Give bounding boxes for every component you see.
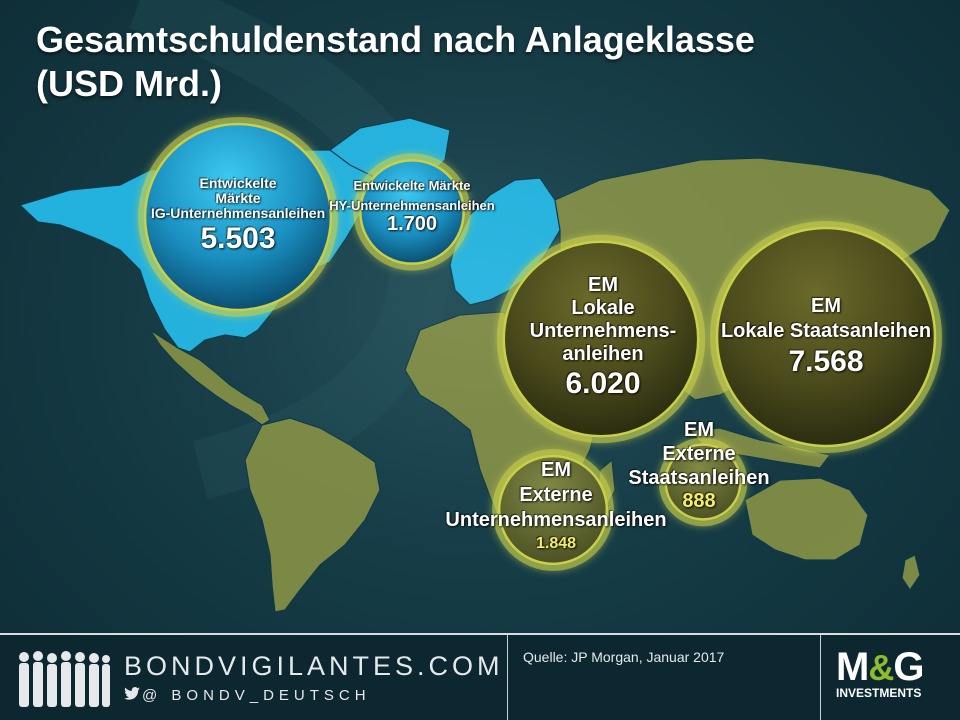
bubble-label-line: EM [588,274,618,296]
footer-bar: BONDVIGILANTES.COM @ BONDV_DEUTSCH Quell… [0,633,960,720]
source-note: Quelle: JP Morgan, Januar 2017 [523,649,725,665]
title-line-2: (USD Mrd.) [36,63,222,104]
mg-investments-logo: M&G INVESTMENTS [836,645,948,715]
bubble-label-line: Lokale Staatsanleihen [720,320,932,342]
bubble-label-line: Unternehmens- [529,320,677,342]
bubble-em-local-corp [502,240,700,438]
bubble-em-ext-sov [664,443,742,521]
bubble-label-dm-hy: Entwickelte Märkte HY-Unternehmensanleih… [326,178,498,235]
bubble-dm-ig-halo [138,117,338,317]
bubble-em-local-corp-halo [496,234,706,444]
bubble-label-line: EM [811,295,841,317]
bubble-label-line: Externe [662,443,736,465]
bubble-label-line: Staatsanleihen [628,467,770,489]
bubble-layer [138,117,942,571]
logo-amp: & [868,647,894,688]
twitter-icon [124,687,140,704]
bubble-em-ext-corp-halo [492,449,614,571]
bubble-label-em-ext-corp: EM Externe Unternehmensanleihen 1.848 [420,458,692,555]
bubble-em-local-sov-halo [710,221,942,453]
handle-text: BONDV_DEUTSCH [171,687,371,704]
bubble-label-line: Entwickelte [199,175,277,191]
chart-title: Gesamtschuldenstand nach Anlageklasse (U… [36,18,916,106]
people-silhouette-logo [19,651,110,707]
bubble-value: 5.503 [200,222,276,255]
bubble-label-line: Entwickelte Märkte [353,178,471,193]
twitter-handle: @ BONDV_DEUTSCH [124,687,371,704]
bubble-label-line: Lokale [571,297,635,319]
logo-m: M [836,645,869,689]
bubble-value: 1.848 [535,535,577,552]
bubble-label-line: HY-Unternehmensanleihen [329,198,495,213]
logo-subtitle: INVESTMENTS [836,686,922,700]
bubble-label-line: Externe [519,484,593,506]
title-line-1: Gesamtschuldenstand nach Anlageklasse [36,19,755,60]
bubble-label-dm-ig: Entwickelte Märkte IG-Unternehmensanleih… [148,176,328,257]
bubble-value: 888 [682,490,716,512]
bubble-value: 7.568 [788,345,864,378]
bubble-em-ext-corp [497,454,609,566]
bubble-label-line: Unternehmensanleihen [445,509,667,531]
bubble-label-line: Märkte [215,190,261,206]
bubble-label-em-local-sov: EM Lokale Staatsanleihen 7.568 [710,294,942,380]
bubble-dm-hy [359,159,465,265]
bubble-label-em-local-corp: EM Lokale Unternehmens- anleihen 6.020 [508,274,698,402]
bubble-dm-ig [143,122,333,312]
bubble-label-line: EM [541,459,571,481]
bubble-value: 6.020 [565,367,641,400]
bubble-em-ext-sov-halo [658,437,748,527]
bubble-label-line: IG-Unternehmensanleihen [150,205,326,221]
footer-divider [820,635,821,720]
bubble-em-local-sov [715,226,937,448]
logo-g: G [893,645,924,689]
bubble-dm-hy-halo [353,153,471,271]
bubble-value: 1.700 [386,213,438,235]
bubble-label-line: EM [684,419,714,441]
handle-prefix: @ [142,687,163,704]
bubble-label-line: anleihen [562,343,644,365]
brand-name: BONDVIGILANTES.COM [124,651,504,681]
footer-divider [507,635,508,720]
bubble-label-em-ext-sov: EM Externe Staatsanleihen 888 [604,418,794,512]
